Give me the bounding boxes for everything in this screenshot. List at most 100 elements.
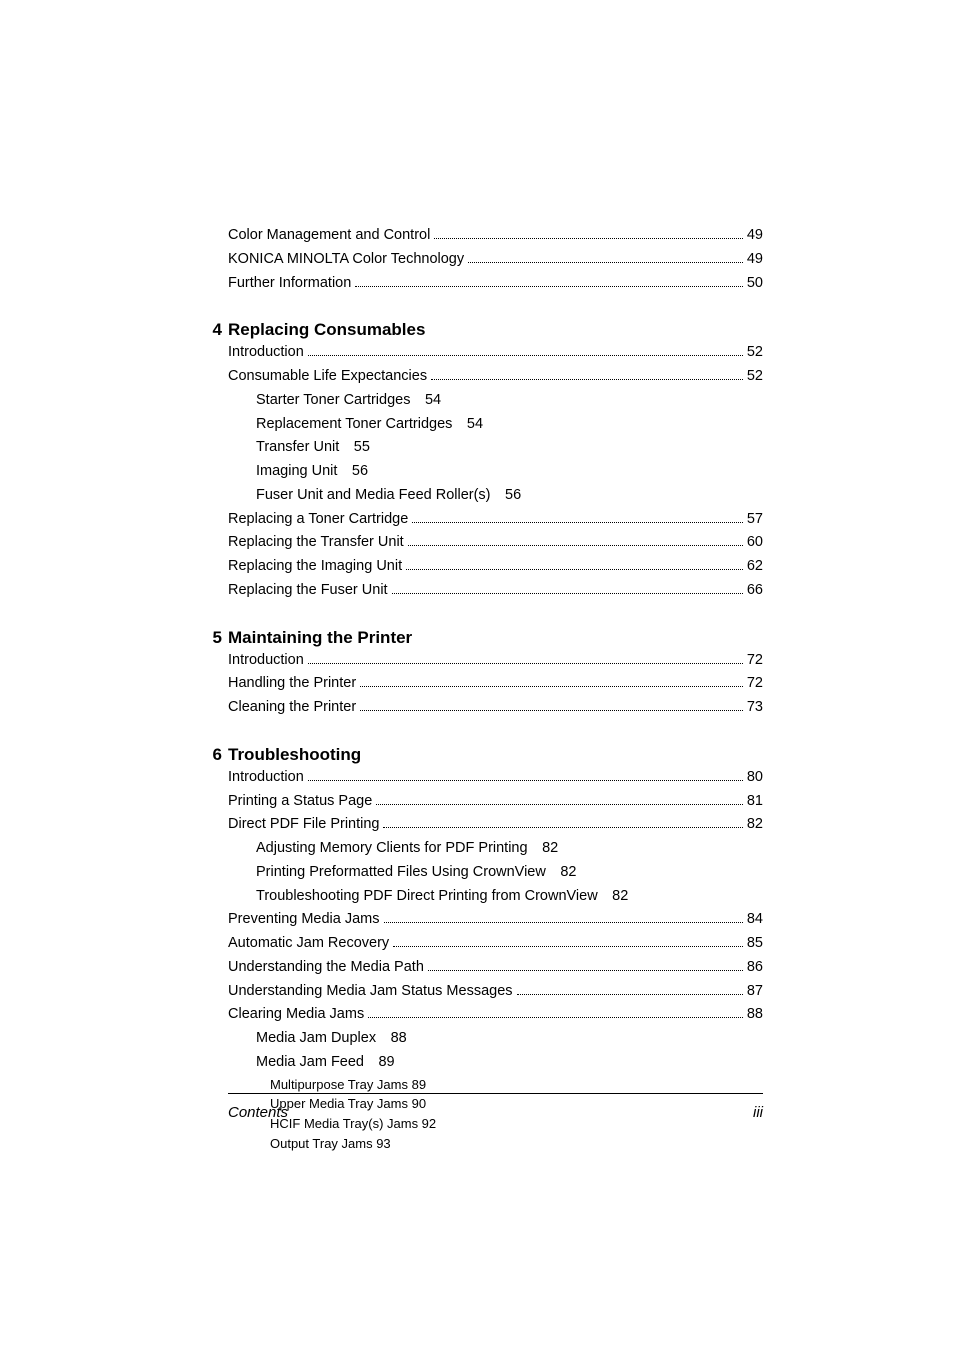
toc-subentry: Starter Toner Cartridges 54 bbox=[228, 390, 763, 412]
toc-leader bbox=[408, 545, 743, 546]
toc-label: Understanding Media Jam Status Messages bbox=[228, 981, 513, 1003]
toc-leader bbox=[468, 262, 743, 263]
toc-page: 52 bbox=[747, 342, 763, 364]
toc-entry: Direct PDF File Printing82 bbox=[228, 814, 763, 836]
page-footer: Contents iii bbox=[228, 1093, 763, 1121]
toc-page: 73 bbox=[747, 697, 763, 719]
toc-leader bbox=[360, 710, 743, 711]
toc-page: 82 bbox=[747, 814, 763, 836]
toc-leader bbox=[308, 355, 743, 356]
toc-leader bbox=[376, 804, 743, 805]
toc-entry: Introduction 80 bbox=[228, 767, 763, 789]
chapter-title: Troubleshooting bbox=[228, 745, 361, 765]
toc-entry: Understanding the Media Path 86 bbox=[228, 957, 763, 979]
toc-leader bbox=[308, 780, 743, 781]
toc-entry: Printing a Status Page 81 bbox=[228, 791, 763, 813]
toc-page: 84 bbox=[747, 909, 763, 931]
toc-leader bbox=[406, 569, 743, 570]
toc-page: 49 bbox=[747, 225, 763, 247]
toc-subentry: Media Jam Duplex 88 bbox=[228, 1028, 763, 1050]
toc-subsubentry: Multipurpose Tray Jams 89 bbox=[228, 1076, 763, 1095]
chapter-heading: 4 Replacing Consumables bbox=[228, 320, 763, 340]
toc-subsubentry: Output Tray Jams 93 bbox=[228, 1135, 763, 1154]
toc-entry: Automatic Jam Recovery 85 bbox=[228, 933, 763, 955]
toc-page: 80 bbox=[747, 767, 763, 789]
toc-label: Understanding the Media Path bbox=[228, 957, 424, 979]
chapter-number: 6 bbox=[208, 745, 228, 765]
toc-page: 88 bbox=[747, 1004, 763, 1026]
toc-label: Consumable Life Expectancies bbox=[228, 366, 427, 388]
toc-label: Color Management and Control bbox=[228, 225, 430, 247]
toc-page: 85 bbox=[747, 933, 763, 955]
toc-entry: Replacing a Toner Cartridge 57 bbox=[228, 509, 763, 531]
toc-entry: Further Information 50 bbox=[228, 273, 763, 295]
toc-page: 57 bbox=[747, 509, 763, 531]
toc-leader bbox=[383, 827, 742, 828]
toc-leader bbox=[360, 686, 743, 687]
toc-label: Introduction bbox=[228, 650, 304, 672]
chapter-heading: 5 Maintaining the Printer bbox=[228, 628, 763, 648]
footer-section-title: Contents bbox=[228, 1104, 288, 1121]
toc-page: 72 bbox=[747, 650, 763, 672]
toc-leader bbox=[355, 286, 743, 287]
toc-page: 81 bbox=[747, 791, 763, 813]
toc-page: 87 bbox=[747, 981, 763, 1003]
toc-label: Replacing the Transfer Unit bbox=[228, 532, 404, 554]
toc-leader bbox=[393, 946, 743, 947]
toc-label: Preventing Media Jams bbox=[228, 909, 380, 931]
toc-subentry: Transfer Unit 55 bbox=[228, 437, 763, 459]
toc-label: Introduction bbox=[228, 342, 304, 364]
toc-page: 60 bbox=[747, 532, 763, 554]
toc-entry: Introduction 72 bbox=[228, 650, 763, 672]
chapter-heading: 6 Troubleshooting bbox=[228, 745, 763, 765]
toc-label: Replacing a Toner Cartridge bbox=[228, 509, 408, 531]
chapter-number: 4 bbox=[208, 320, 228, 340]
toc-label: Cleaning the Printer bbox=[228, 697, 356, 719]
toc-entry: Replacing the Fuser Unit 66 bbox=[228, 580, 763, 602]
toc-subentry: Troubleshooting PDF Direct Printing from… bbox=[228, 886, 763, 908]
toc-entry: Preventing Media Jams 84 bbox=[228, 909, 763, 931]
toc-entry: Color Management and Control 49 bbox=[228, 225, 763, 247]
toc-leader bbox=[428, 970, 743, 971]
toc-leader bbox=[517, 994, 743, 995]
toc-content: Color Management and Control 49 KONICA M… bbox=[228, 225, 763, 1155]
toc-leader bbox=[434, 238, 743, 239]
toc-label: Introduction bbox=[228, 767, 304, 789]
footer-page-number: iii bbox=[753, 1104, 763, 1121]
toc-entry: Consumable Life Expectancies 52 bbox=[228, 366, 763, 388]
toc-subentry: Fuser Unit and Media Feed Roller(s) 56 bbox=[228, 485, 763, 507]
toc-entry: Clearing Media Jams 88 bbox=[228, 1004, 763, 1026]
toc-entry: Introduction 52 bbox=[228, 342, 763, 364]
toc-entry: Handling the Printer72 bbox=[228, 673, 763, 695]
toc-entry: Replacing the Imaging Unit 62 bbox=[228, 556, 763, 578]
toc-page: 49 bbox=[747, 249, 763, 271]
toc-label: Replacing the Fuser Unit bbox=[228, 580, 388, 602]
chapter-title: Maintaining the Printer bbox=[228, 628, 412, 648]
chapter-title: Replacing Consumables bbox=[228, 320, 425, 340]
toc-entry: Cleaning the Printer 73 bbox=[228, 697, 763, 719]
toc-entry: Replacing the Transfer Unit 60 bbox=[228, 532, 763, 554]
toc-subentry: Adjusting Memory Clients for PDF Printin… bbox=[228, 838, 763, 860]
chapter-number: 5 bbox=[208, 628, 228, 648]
toc-page: 86 bbox=[747, 957, 763, 979]
toc-label: Clearing Media Jams bbox=[228, 1004, 364, 1026]
toc-page: 62 bbox=[747, 556, 763, 578]
toc-label: Replacing the Imaging Unit bbox=[228, 556, 402, 578]
toc-leader bbox=[392, 593, 743, 594]
toc-entry: KONICA MINOLTA Color Technology 49 bbox=[228, 249, 763, 271]
toc-page: 50 bbox=[747, 273, 763, 295]
toc-leader bbox=[368, 1017, 743, 1018]
toc-entry: Understanding Media Jam Status Messages 8… bbox=[228, 981, 763, 1003]
toc-leader bbox=[431, 379, 743, 380]
toc-subentry: Replacement Toner Cartridges 54 bbox=[228, 414, 763, 436]
toc-subentry: Printing Preformatted Files Using CrownV… bbox=[228, 862, 763, 884]
toc-subentry: Imaging Unit 56 bbox=[228, 461, 763, 483]
toc-label: Automatic Jam Recovery bbox=[228, 933, 389, 955]
toc-label: Printing a Status Page bbox=[228, 791, 372, 813]
toc-leader bbox=[384, 922, 743, 923]
toc-page: 66 bbox=[747, 580, 763, 602]
toc-leader bbox=[412, 522, 743, 523]
toc-page: 52 bbox=[747, 366, 763, 388]
toc-label: KONICA MINOLTA Color Technology bbox=[228, 249, 464, 271]
toc-label: Handling the Printer bbox=[228, 673, 356, 695]
